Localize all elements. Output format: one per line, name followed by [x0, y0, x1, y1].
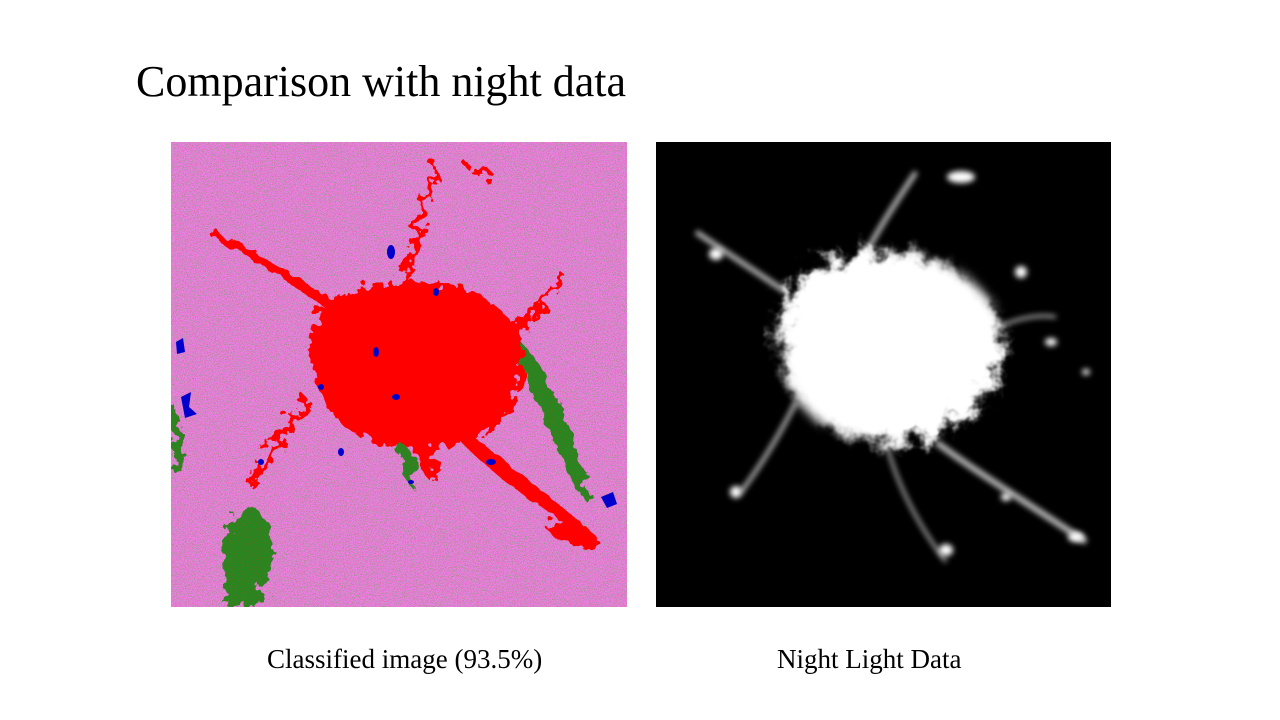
light-spots: [709, 171, 1090, 556]
urban-speckle: [171, 142, 627, 607]
classified-image-caption: Classified image (93.5%): [267, 644, 543, 674]
night-light-map: [656, 142, 1111, 607]
water-bodies: [176, 245, 617, 508]
classified-image: [171, 142, 627, 607]
night-light-image: [656, 142, 1111, 607]
slide-title: Comparison with night data: [136, 57, 627, 106]
night-light-caption: Night Light Data: [777, 644, 962, 674]
classified-map: [171, 142, 627, 607]
city-glow: [779, 251, 1004, 443]
